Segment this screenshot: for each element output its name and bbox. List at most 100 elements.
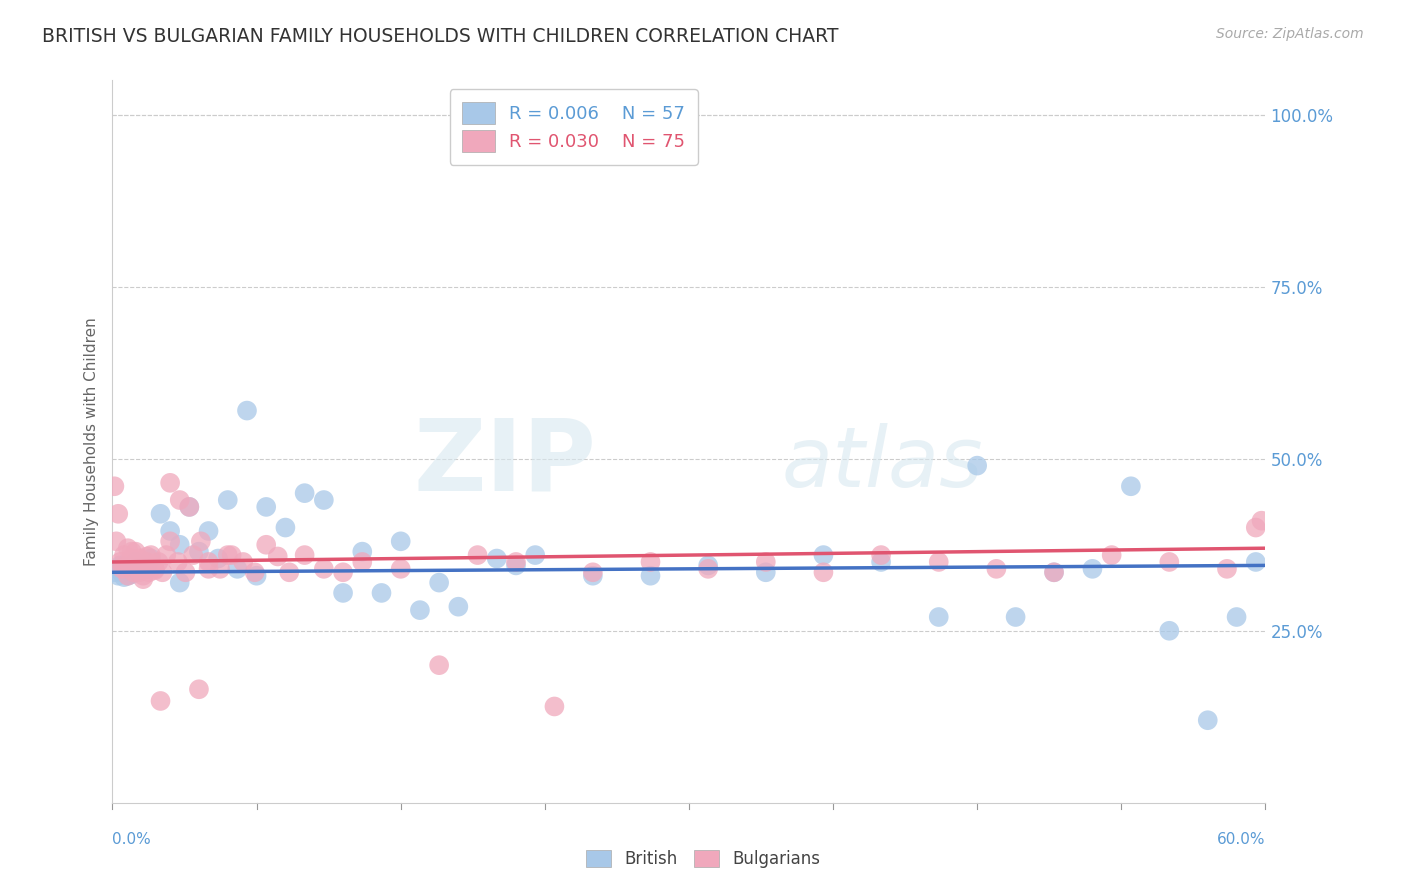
Point xyxy=(207,551,229,566)
Point xyxy=(103,479,125,493)
Point xyxy=(755,566,778,580)
Point xyxy=(1101,548,1123,562)
Point xyxy=(190,534,212,549)
Point xyxy=(197,524,219,538)
Point xyxy=(139,548,162,562)
Text: atlas: atlas xyxy=(782,423,983,504)
Text: ZIP: ZIP xyxy=(413,415,596,512)
Point xyxy=(155,548,177,562)
Point xyxy=(1043,566,1066,580)
Point xyxy=(582,566,605,580)
Point xyxy=(1081,562,1104,576)
Point xyxy=(389,534,412,549)
Point xyxy=(148,555,170,569)
Point xyxy=(352,555,374,569)
Point xyxy=(813,548,835,562)
Point xyxy=(143,563,166,577)
Point xyxy=(370,586,392,600)
Point xyxy=(117,568,139,582)
Point xyxy=(115,560,138,574)
Point xyxy=(169,575,191,590)
Point xyxy=(1119,479,1142,493)
Point xyxy=(139,558,162,573)
Point xyxy=(174,566,197,580)
Point xyxy=(132,568,155,582)
Point xyxy=(117,541,139,556)
Point xyxy=(136,562,159,576)
Point xyxy=(188,682,211,697)
Point xyxy=(389,562,412,576)
Point xyxy=(226,562,249,576)
Point xyxy=(169,538,191,552)
Point xyxy=(132,572,155,586)
Point xyxy=(108,555,131,569)
Point xyxy=(118,558,141,573)
Point xyxy=(1244,555,1267,569)
Text: 0.0%: 0.0% xyxy=(112,831,152,847)
Point xyxy=(111,562,134,576)
Point xyxy=(112,570,135,584)
Point xyxy=(246,568,269,582)
Point xyxy=(124,544,146,558)
Point xyxy=(543,699,565,714)
Point xyxy=(197,555,219,569)
Point xyxy=(136,549,159,564)
Point xyxy=(217,493,239,508)
Point xyxy=(121,567,143,582)
Point xyxy=(1216,562,1239,576)
Point xyxy=(582,568,605,582)
Point xyxy=(485,551,508,566)
Point xyxy=(236,403,259,417)
Point xyxy=(697,562,720,576)
Point xyxy=(111,566,134,580)
Point xyxy=(312,562,335,576)
Point xyxy=(813,566,835,580)
Point xyxy=(138,566,160,580)
Text: Source: ZipAtlas.com: Source: ZipAtlas.com xyxy=(1216,27,1364,41)
Legend: British, Bulgarians: British, Bulgarians xyxy=(579,843,827,875)
Point xyxy=(332,586,354,600)
Point xyxy=(870,555,893,569)
Point xyxy=(1244,520,1267,534)
Point xyxy=(986,562,1008,576)
Point xyxy=(870,548,893,562)
Point xyxy=(447,599,470,614)
Point xyxy=(312,493,335,508)
Point xyxy=(505,555,527,569)
Point xyxy=(121,544,143,558)
Point xyxy=(166,555,188,569)
Point xyxy=(188,544,211,558)
Point xyxy=(1250,514,1272,528)
Point xyxy=(107,568,129,582)
Point xyxy=(409,603,432,617)
Point xyxy=(217,548,239,562)
Point xyxy=(243,566,266,580)
Point xyxy=(128,566,150,580)
Point xyxy=(118,563,141,577)
Legend: R = 0.006    N = 57, R = 0.030    N = 75: R = 0.006 N = 57, R = 0.030 N = 75 xyxy=(450,89,697,165)
Point xyxy=(128,563,150,577)
Point xyxy=(294,486,316,500)
Point xyxy=(221,548,243,562)
Point xyxy=(143,562,166,576)
Point xyxy=(427,658,450,673)
Point xyxy=(274,520,297,534)
Point xyxy=(640,555,662,569)
Point xyxy=(427,575,450,590)
Point xyxy=(115,558,138,573)
Point xyxy=(640,568,662,582)
Point xyxy=(121,551,143,566)
Point xyxy=(107,507,129,521)
Point xyxy=(122,566,145,580)
Point xyxy=(232,555,254,569)
Point xyxy=(128,551,150,566)
Point xyxy=(294,548,316,562)
Point xyxy=(278,566,301,580)
Point xyxy=(169,493,191,508)
Point xyxy=(127,562,149,576)
Point xyxy=(928,610,950,624)
Point xyxy=(108,558,131,573)
Point xyxy=(524,548,547,562)
Point xyxy=(352,544,374,558)
Point xyxy=(149,694,172,708)
